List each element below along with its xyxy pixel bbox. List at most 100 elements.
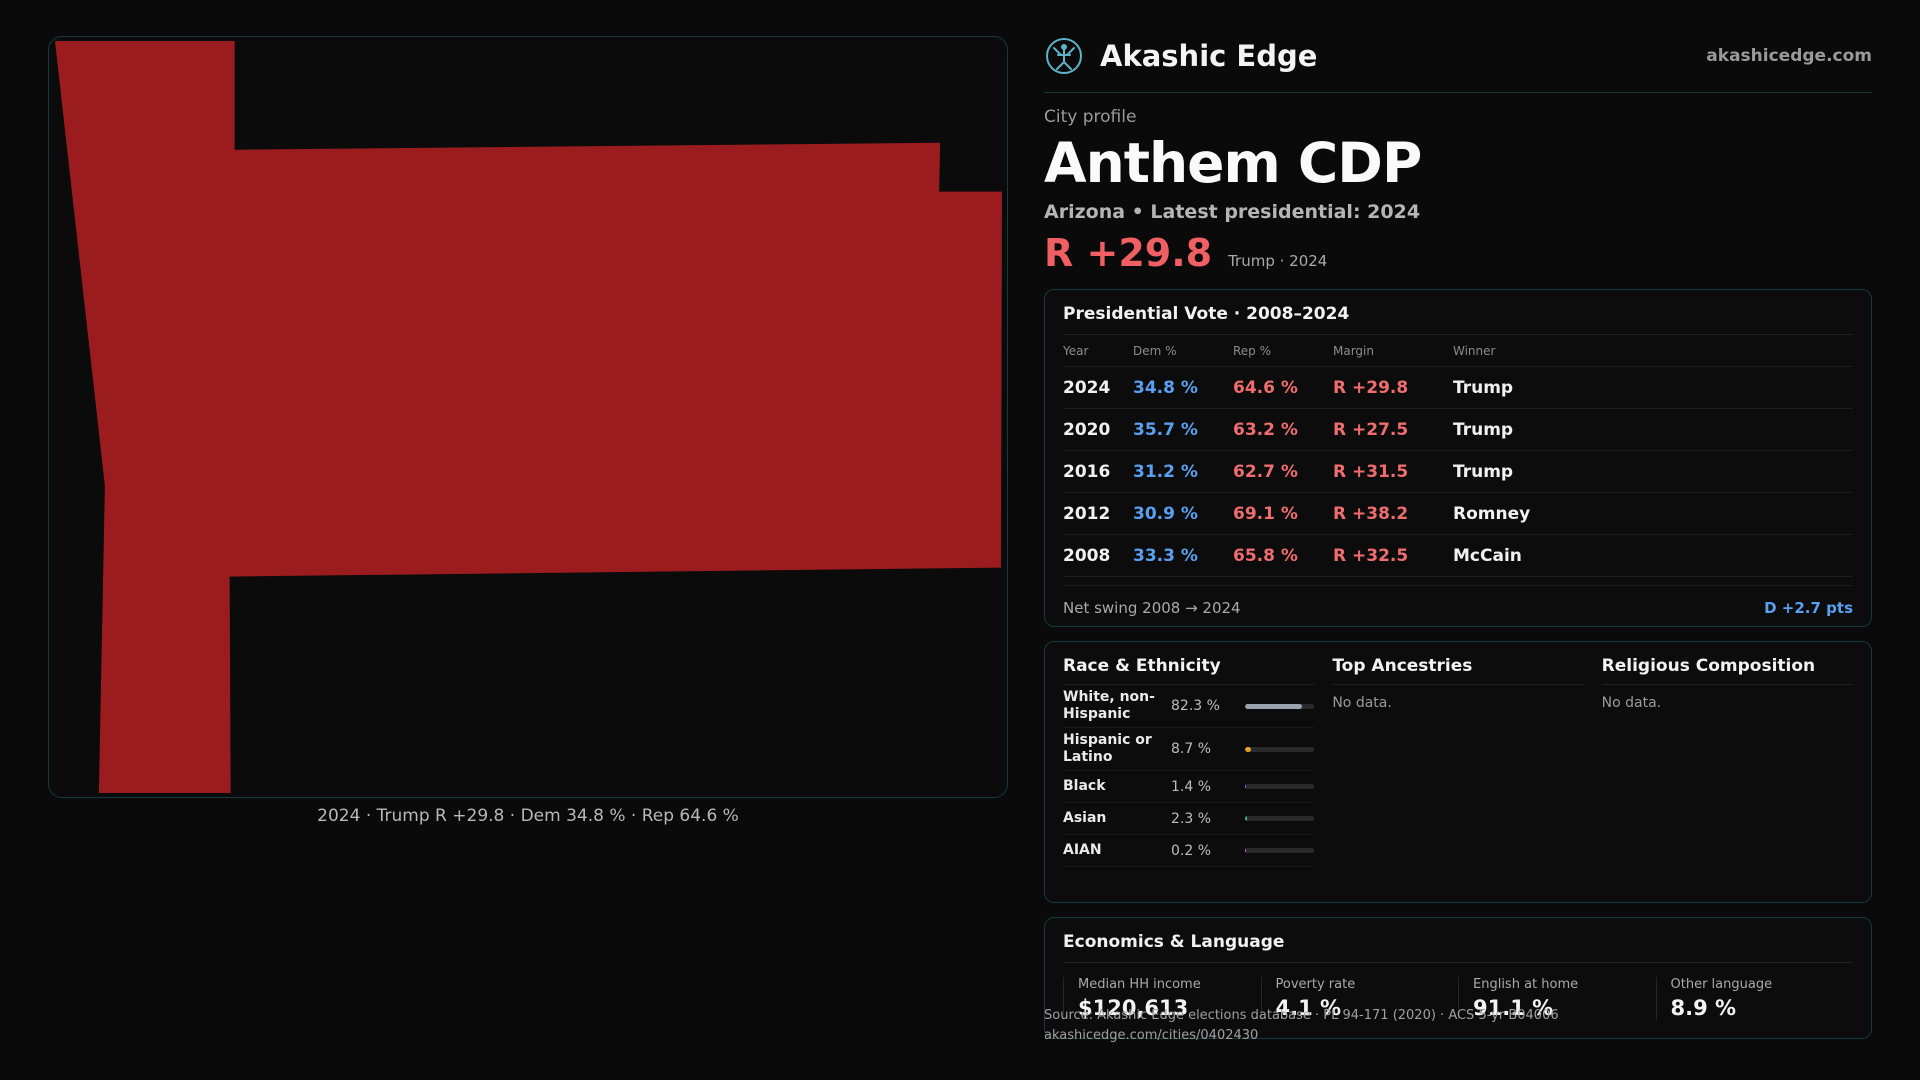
vote-table-header: Year Dem % Rep % Margin Winner xyxy=(1063,335,1853,367)
net-swing-value: D +2.7 pts xyxy=(1764,598,1853,617)
city-boundary-shape[interactable] xyxy=(54,40,1003,794)
race-label: White, non-Hispanic xyxy=(1063,689,1155,722)
profile-column: Akashic Edge akashicedge.com City profil… xyxy=(1044,34,1872,1039)
header-dem: Dem % xyxy=(1133,343,1177,358)
margin-note: Trump · 2024 xyxy=(1228,252,1328,270)
net-swing-label: Net swing 2008 → 2024 xyxy=(1063,598,1241,617)
city-subtitle: Arizona • Latest presidential: 2024 xyxy=(1044,201,1421,223)
header-rep: Rep % xyxy=(1233,343,1272,358)
stat-label: Poverty rate xyxy=(1275,977,1356,992)
row-year: 2008 xyxy=(1063,545,1111,566)
brand-name: Akashic Edge xyxy=(1100,39,1318,73)
row-winner: McCain xyxy=(1453,545,1522,566)
source-footer: Source: Akashic Edge elections database … xyxy=(1044,1006,1559,1046)
stat-value: 8.9 % xyxy=(1670,996,1737,1020)
race-label: Asian xyxy=(1063,810,1107,826)
race-value: 82.3 % xyxy=(1171,698,1220,714)
row-margin: R +32.5 xyxy=(1333,545,1409,566)
religion-empty: No data. xyxy=(1601,695,1662,711)
stat-label: English at home xyxy=(1473,977,1579,992)
race-bar xyxy=(1245,816,1315,821)
religion-title: Religious Composition xyxy=(1601,656,1853,685)
row-winner: Trump xyxy=(1453,461,1514,482)
headline-margin: R +29.8 Trump · 2024 xyxy=(1044,231,1872,275)
source-text: Source: Akashic Edge elections database … xyxy=(1044,1008,1559,1023)
race-bar xyxy=(1245,703,1315,709)
row-rep: 63.2 % xyxy=(1233,419,1298,440)
race-list: White, non-Hispanic 82.3 % Hispanic or L… xyxy=(1063,685,1315,867)
race-label: AIAN xyxy=(1063,842,1102,858)
list-item: Asian 2.3 % xyxy=(1063,803,1315,835)
race-value: 2.3 % xyxy=(1171,810,1212,827)
race-value: 8.7 % xyxy=(1171,741,1212,757)
stat-label: Other language xyxy=(1670,977,1773,992)
ancestries-empty: No data. xyxy=(1332,695,1392,711)
race-bar-fill xyxy=(1245,784,1247,789)
row-winner: Trump xyxy=(1453,377,1514,398)
stat-other-language: Other language 8.9 % xyxy=(1655,977,1854,1020)
row-year: 2024 xyxy=(1063,377,1111,398)
race-bar-fill xyxy=(1245,816,1247,821)
economics-grid: Median HH income $120,613 Poverty rate 4… xyxy=(1063,977,1853,1020)
row-margin: R +29.8 xyxy=(1333,377,1409,398)
religion-section: Religious Composition No data. xyxy=(1601,642,1853,902)
race-bar xyxy=(1245,784,1315,789)
stat-poverty-rate: Poverty rate 4.1 % xyxy=(1260,977,1459,1020)
brand-header: Akashic Edge akashicedge.com xyxy=(1044,34,1872,78)
list-item: Black 1.4 % xyxy=(1063,771,1315,803)
vote-card-title: Presidential Vote · 2008–2024 xyxy=(1063,290,1853,335)
margin-value: R +29.8 xyxy=(1044,231,1213,275)
city-boundary-map[interactable] xyxy=(48,36,1008,798)
row-year: 2012 xyxy=(1063,503,1111,524)
race-value: 1.4 % xyxy=(1171,778,1212,795)
economics-title: Economics & Language xyxy=(1063,918,1853,963)
header-year: Year xyxy=(1063,343,1089,358)
list-item: AIAN 0.2 % xyxy=(1063,835,1315,867)
table-row: 2020 35.7 % 63.2 % R +27.5 Trump xyxy=(1063,409,1853,451)
header-margin: Margin xyxy=(1333,343,1374,358)
city-boundary-svg xyxy=(54,40,1003,794)
stat-value: $120,613 xyxy=(1078,996,1189,1020)
stat-value: 4.1 % xyxy=(1275,996,1342,1020)
brand-url-link[interactable]: akashicedge.com xyxy=(1706,46,1872,66)
stat-english-at-home: English at home 91.1 % xyxy=(1458,977,1656,1020)
row-rep: 64.6 % xyxy=(1233,377,1298,398)
row-dem: 33.3 % xyxy=(1133,545,1198,566)
row-dem: 34.8 % xyxy=(1133,377,1198,398)
net-swing-row: Net swing 2008 → 2024 D +2.7 pts xyxy=(1063,585,1853,629)
row-rep: 69.1 % xyxy=(1233,503,1298,524)
table-row: 2012 30.9 % 69.1 % R +38.2 Romney xyxy=(1063,493,1853,535)
row-dem: 30.9 % xyxy=(1133,503,1198,524)
race-bar xyxy=(1245,848,1315,853)
race-label: Black xyxy=(1063,778,1106,794)
list-item: Hispanic or Latino 8.7 % xyxy=(1063,728,1315,771)
presidential-vote-card: Presidential Vote · 2008–2024 Year Dem %… xyxy=(1044,289,1872,627)
race-bar-fill xyxy=(1245,746,1252,752)
race-bar xyxy=(1245,746,1315,752)
economics-card: Economics & Language Median HH income $1… xyxy=(1044,917,1872,1039)
row-winner: Trump xyxy=(1453,419,1514,440)
stat-median-income: Median HH income $120,613 xyxy=(1063,977,1261,1020)
stat-label: Median HH income xyxy=(1078,977,1201,992)
map-caption: 2024 · Trump R +29.8 · Dem 34.8 % · Rep … xyxy=(317,806,739,826)
source-link[interactable]: akashicedge.com/cities/0402430 xyxy=(1044,1028,1259,1043)
race-label: Hispanic or Latino xyxy=(1063,732,1152,765)
stat-value: 91.1 % xyxy=(1473,996,1554,1020)
race-bar-fill xyxy=(1245,703,1303,709)
header-winner: Winner xyxy=(1453,343,1496,358)
list-item: White, non-Hispanic 82.3 % xyxy=(1063,685,1315,728)
row-rep: 62.7 % xyxy=(1233,461,1298,482)
race-title: Race & Ethnicity xyxy=(1063,656,1315,685)
row-winner: Romney xyxy=(1453,503,1531,524)
table-row: 2008 33.3 % 65.8 % R +32.5 McCain xyxy=(1063,535,1853,577)
race-value: 0.2 % xyxy=(1171,842,1212,859)
ancestries-section: Top Ancestries No data. xyxy=(1332,642,1584,902)
row-margin: R +27.5 xyxy=(1333,419,1409,440)
race-bar-fill xyxy=(1245,848,1247,853)
race-ethnicity-section: Race & Ethnicity White, non-Hispanic 82.… xyxy=(1063,642,1315,902)
row-margin: R +31.5 xyxy=(1333,461,1409,482)
row-dem: 35.7 % xyxy=(1133,419,1198,440)
row-year: 2016 xyxy=(1063,461,1111,482)
row-rep: 65.8 % xyxy=(1233,545,1298,566)
profile-eyebrow: City profile xyxy=(1044,107,1137,127)
